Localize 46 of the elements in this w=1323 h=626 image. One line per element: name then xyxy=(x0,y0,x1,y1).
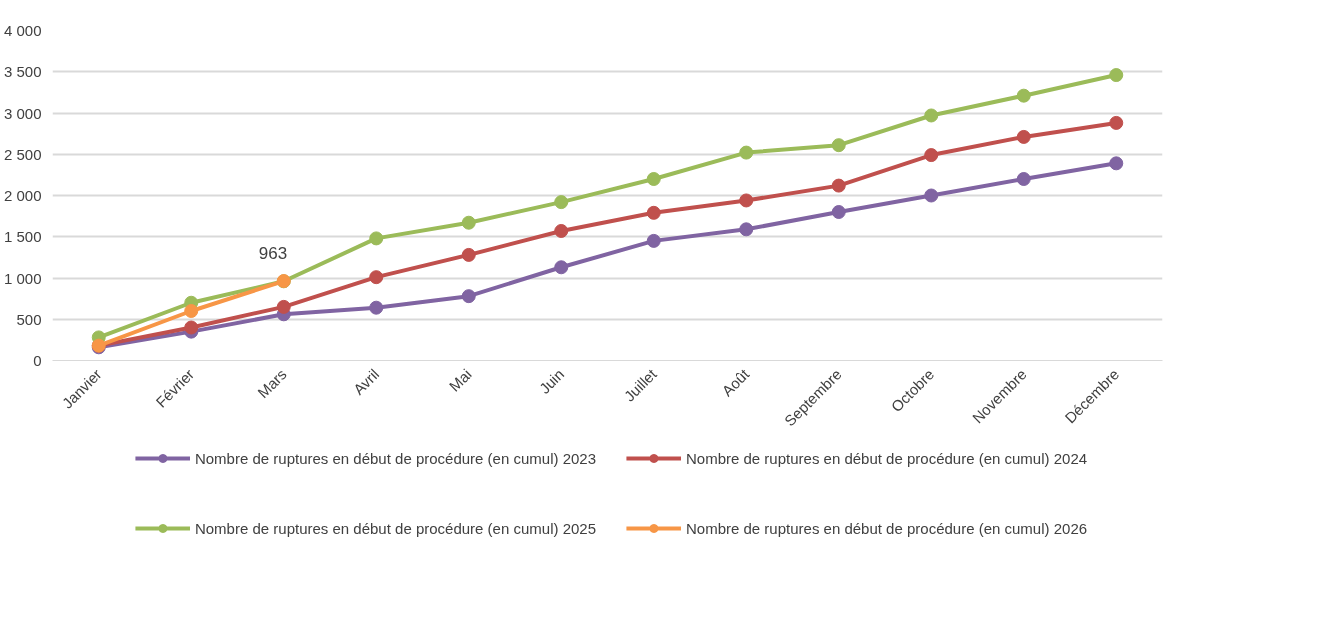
point xyxy=(461,215,476,230)
point xyxy=(369,300,384,315)
point xyxy=(831,205,846,219)
y-tick-label: 3 000 xyxy=(3,104,42,122)
x-tick-label: Juin xyxy=(535,365,568,397)
point xyxy=(831,178,846,193)
y-tick-label: 2 500 xyxy=(3,145,42,163)
x-tick-label: Mai xyxy=(445,365,475,395)
point xyxy=(1016,88,1031,103)
point xyxy=(646,172,661,186)
point xyxy=(554,260,569,275)
y-tick-label: 3 500 xyxy=(3,63,42,81)
point xyxy=(924,188,939,203)
point xyxy=(554,195,569,210)
y-tick-label: 1 000 xyxy=(3,269,42,287)
legend-label: Nombre de ruptures en début de procédure (en cumul) 2024 xyxy=(686,449,1088,467)
point xyxy=(461,289,476,304)
y-tick-label: 4 000 xyxy=(3,22,42,39)
point xyxy=(461,247,476,262)
point xyxy=(739,222,754,237)
point xyxy=(184,320,199,335)
y-tick-label: 0 xyxy=(33,352,42,369)
point xyxy=(1016,172,1031,186)
point xyxy=(646,205,661,220)
point xyxy=(554,223,569,238)
point xyxy=(831,138,846,153)
point xyxy=(369,231,384,246)
point xyxy=(924,148,939,163)
point xyxy=(924,108,939,123)
point xyxy=(276,299,291,314)
legend-label: Nombre de ruptures en début de procédure (en cumul) 2023 xyxy=(194,449,596,467)
point xyxy=(739,145,754,160)
legend-label: Nombre de ruptures en début de procédure (en cumul) 2025 xyxy=(194,519,596,537)
point xyxy=(1109,115,1124,130)
point xyxy=(1016,129,1031,144)
point xyxy=(184,304,199,318)
point xyxy=(739,193,754,208)
point xyxy=(1109,68,1124,83)
point xyxy=(369,270,384,285)
y-tick-label: 1 500 xyxy=(3,228,42,246)
y-tick-label: 500 xyxy=(16,310,42,328)
point xyxy=(646,233,661,248)
annotation: 963 xyxy=(258,244,288,264)
legend-label: Nombre de ruptures en début de procédure (en cumul) 2026 xyxy=(686,519,1088,537)
y-tick-label: 2 000 xyxy=(3,187,42,204)
point xyxy=(1109,156,1124,171)
